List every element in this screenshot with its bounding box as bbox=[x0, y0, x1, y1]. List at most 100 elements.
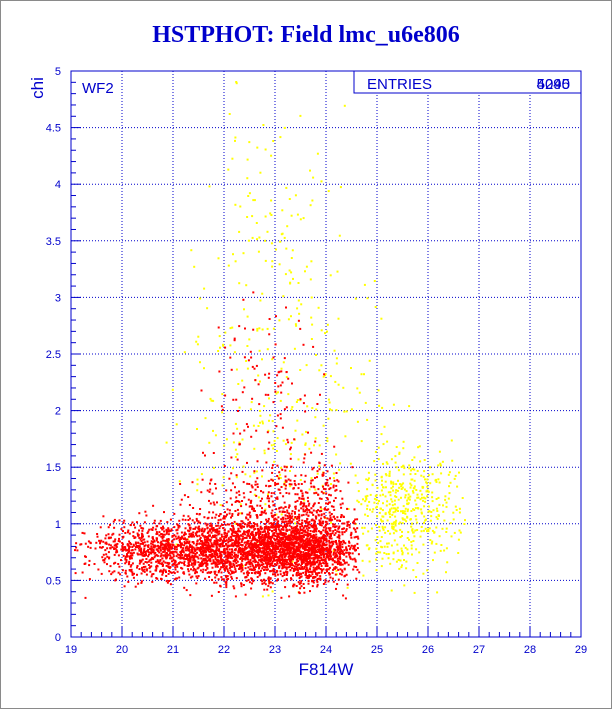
data-point bbox=[285, 492, 288, 494]
data-point bbox=[104, 557, 107, 560]
data-point bbox=[342, 559, 345, 562]
data-point bbox=[239, 530, 242, 533]
data-point bbox=[320, 510, 323, 512]
data-point bbox=[304, 545, 307, 548]
data-point bbox=[280, 486, 283, 488]
data-point bbox=[162, 548, 165, 551]
data-point bbox=[176, 532, 179, 535]
data-point bbox=[322, 568, 325, 571]
data-point bbox=[327, 502, 329, 505]
data-point bbox=[248, 505, 251, 508]
data-point bbox=[253, 528, 256, 531]
data-point bbox=[332, 540, 335, 543]
data-point bbox=[401, 551, 404, 554]
data-point bbox=[442, 504, 444, 507]
data-point bbox=[219, 568, 222, 571]
data-point bbox=[297, 553, 300, 555]
data-point bbox=[327, 484, 330, 487]
data-point bbox=[199, 562, 202, 565]
data-point bbox=[382, 462, 384, 465]
data-point bbox=[296, 419, 299, 422]
data-point bbox=[193, 535, 196, 538]
data-point bbox=[290, 257, 293, 259]
data-point bbox=[268, 549, 271, 552]
data-point bbox=[170, 547, 173, 550]
data-point bbox=[305, 544, 308, 547]
data-point bbox=[265, 550, 268, 553]
data-point bbox=[158, 551, 161, 554]
data-point bbox=[259, 414, 262, 417]
data-point bbox=[354, 528, 357, 531]
data-point bbox=[364, 401, 367, 404]
data-point bbox=[254, 564, 257, 567]
data-point bbox=[283, 236, 286, 239]
data-point bbox=[249, 501, 252, 504]
data-point bbox=[167, 544, 170, 547]
data-point bbox=[297, 509, 300, 512]
data-point bbox=[273, 443, 276, 446]
data-point bbox=[320, 490, 323, 493]
data-point bbox=[302, 539, 305, 542]
data-point bbox=[320, 452, 323, 455]
data-point bbox=[247, 578, 250, 581]
data-point bbox=[387, 530, 390, 532]
data-point bbox=[209, 553, 212, 556]
data-point bbox=[223, 529, 226, 532]
data-point bbox=[202, 534, 205, 537]
data-point bbox=[225, 489, 228, 492]
data-point bbox=[108, 536, 111, 539]
data-point bbox=[267, 547, 270, 550]
data-point bbox=[132, 544, 135, 547]
data-point bbox=[416, 496, 419, 499]
data-point bbox=[79, 543, 82, 546]
data-point bbox=[296, 493, 299, 496]
data-point bbox=[283, 481, 286, 484]
data-point bbox=[189, 594, 192, 597]
data-point bbox=[287, 520, 290, 523]
data-point bbox=[391, 504, 394, 507]
data-point bbox=[292, 541, 294, 544]
data-point bbox=[258, 529, 261, 532]
data-point bbox=[241, 438, 244, 441]
data-point bbox=[89, 541, 92, 544]
data-point bbox=[241, 564, 244, 567]
data-point bbox=[336, 557, 339, 560]
data-point bbox=[208, 490, 211, 493]
data-point bbox=[253, 510, 256, 512]
data-point bbox=[294, 567, 297, 570]
data-point bbox=[313, 548, 316, 551]
data-point bbox=[204, 577, 207, 580]
data-point bbox=[138, 549, 141, 552]
data-point bbox=[415, 548, 418, 551]
data-point bbox=[126, 543, 129, 546]
data-point bbox=[395, 466, 398, 469]
data-point bbox=[264, 555, 267, 558]
data-point bbox=[205, 544, 208, 547]
data-point bbox=[284, 517, 287, 520]
data-point bbox=[271, 260, 274, 263]
data-point bbox=[458, 529, 461, 532]
data-point bbox=[107, 526, 110, 529]
data-point bbox=[376, 536, 379, 538]
data-point bbox=[282, 549, 285, 552]
data-point bbox=[306, 568, 309, 571]
data-point bbox=[404, 494, 407, 497]
data-point bbox=[204, 549, 207, 552]
data-point bbox=[241, 547, 244, 550]
data-point bbox=[130, 543, 133, 546]
data-point bbox=[341, 497, 344, 500]
data-point bbox=[306, 405, 309, 408]
data-point bbox=[325, 549, 328, 552]
data-point bbox=[427, 490, 430, 493]
data-point bbox=[399, 483, 401, 486]
data-point bbox=[155, 554, 158, 556]
data-point bbox=[452, 511, 455, 514]
data-point bbox=[320, 508, 323, 511]
data-point bbox=[188, 530, 191, 533]
data-point bbox=[271, 582, 274, 585]
data-point bbox=[203, 287, 206, 290]
data-point bbox=[102, 553, 105, 556]
data-point bbox=[164, 543, 167, 546]
data-point bbox=[205, 565, 208, 568]
data-point bbox=[338, 525, 341, 528]
